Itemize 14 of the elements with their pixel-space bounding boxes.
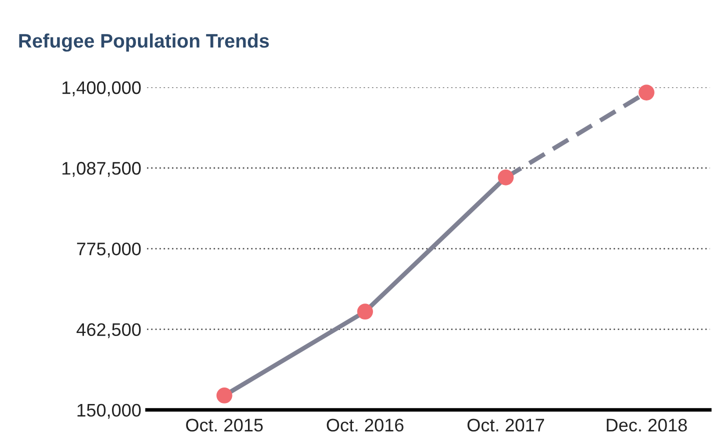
y-tick-label: 1,400,000 — [62, 81, 141, 96]
chart-title: Refugee Population Trends — [19, 33, 269, 52]
point — [498, 170, 514, 186]
point — [216, 388, 232, 404]
y-tick-label: 462,500 — [76, 323, 141, 338]
x-tick-label: Oct. 2017 — [468, 418, 544, 432]
x-tick-label: Dec. 2018 — [606, 418, 687, 432]
y-tick-label: 150,000 — [78, 404, 141, 419]
x-tick-label: Oct. 2015 — [186, 418, 263, 432]
point — [357, 304, 374, 320]
y-tick-label: 775,000 — [77, 242, 141, 258]
y-tick-label: 1,087,500 — [62, 162, 141, 177]
x-tick-label: Oct. 2016 — [326, 418, 404, 432]
point — [638, 84, 654, 100]
